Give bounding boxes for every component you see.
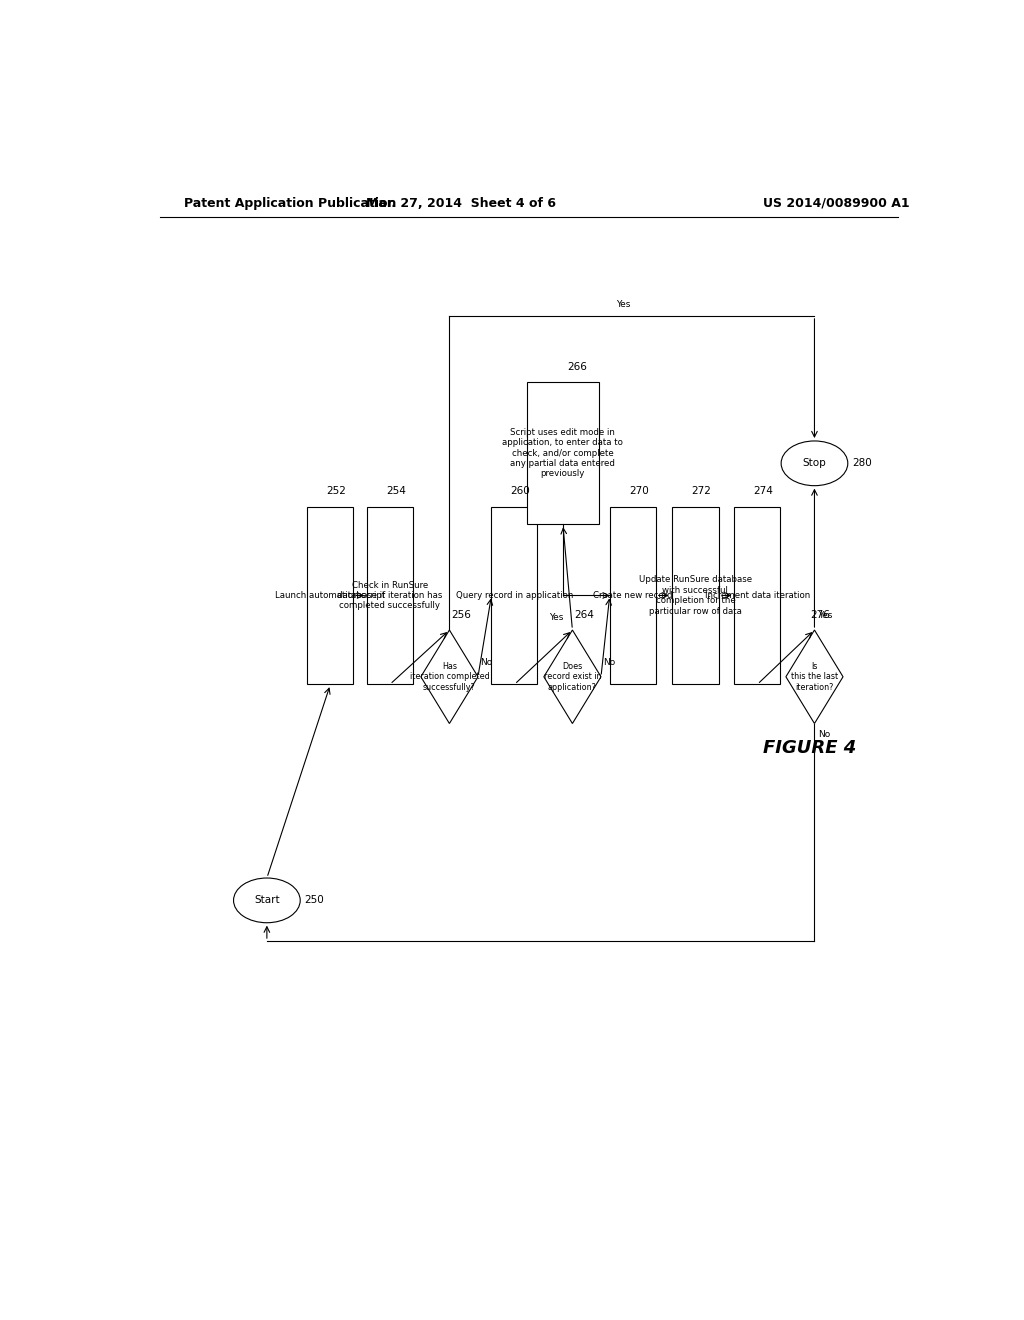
Text: Yes: Yes — [616, 300, 631, 309]
Text: Query record in application: Query record in application — [456, 591, 573, 601]
Polygon shape — [421, 630, 478, 723]
Text: 264: 264 — [574, 610, 594, 620]
Text: 276: 276 — [811, 610, 830, 620]
Ellipse shape — [233, 878, 300, 923]
Text: 280: 280 — [852, 458, 871, 469]
Text: Stop: Stop — [803, 458, 826, 469]
FancyBboxPatch shape — [307, 507, 353, 684]
Polygon shape — [785, 630, 843, 723]
Text: Start: Start — [254, 895, 280, 906]
FancyBboxPatch shape — [367, 507, 413, 684]
Text: 270: 270 — [629, 486, 648, 496]
Polygon shape — [544, 630, 601, 723]
Text: Is
this the last
iteration?: Is this the last iteration? — [791, 661, 838, 692]
FancyBboxPatch shape — [609, 507, 655, 684]
FancyBboxPatch shape — [492, 507, 538, 684]
Text: Yes: Yes — [549, 612, 563, 622]
FancyBboxPatch shape — [672, 507, 719, 684]
Text: No: No — [480, 657, 493, 667]
Text: Update RunSure database
with successful
completion for the
particular row of dat: Update RunSure database with successful … — [639, 576, 752, 615]
Text: Mar. 27, 2014  Sheet 4 of 6: Mar. 27, 2014 Sheet 4 of 6 — [367, 197, 556, 210]
FancyBboxPatch shape — [734, 507, 780, 684]
Text: Yes: Yes — [817, 611, 833, 620]
Text: Script uses edit mode in
application, to enter data to
check, and/or complete
an: Script uses edit mode in application, to… — [503, 428, 624, 478]
Ellipse shape — [781, 441, 848, 486]
Text: Check in RunSure
database if iteration has
completed successfully: Check in RunSure database if iteration h… — [337, 581, 442, 610]
Text: 266: 266 — [567, 362, 587, 372]
Text: Patent Application Publication: Patent Application Publication — [183, 197, 396, 210]
Text: 256: 256 — [451, 610, 471, 620]
Text: Has
iteration completed
successfully?: Has iteration completed successfully? — [410, 661, 489, 692]
Text: Increment data iteration: Increment data iteration — [705, 591, 810, 601]
Text: No: No — [603, 657, 615, 667]
Text: Launch automation script: Launch automation script — [275, 591, 385, 601]
Text: 254: 254 — [386, 486, 406, 496]
Text: Does
record exist in
application?: Does record exist in application? — [544, 661, 601, 692]
Text: 250: 250 — [304, 895, 324, 906]
Text: 252: 252 — [327, 486, 346, 496]
Text: FIGURE 4: FIGURE 4 — [763, 739, 856, 756]
FancyBboxPatch shape — [527, 381, 599, 524]
Text: Create new record: Create new record — [593, 591, 673, 601]
Text: 274: 274 — [754, 486, 773, 496]
Text: 272: 272 — [691, 486, 712, 496]
Text: US 2014/0089900 A1: US 2014/0089900 A1 — [763, 197, 909, 210]
Text: No: No — [818, 730, 830, 739]
Text: 260: 260 — [511, 486, 530, 496]
